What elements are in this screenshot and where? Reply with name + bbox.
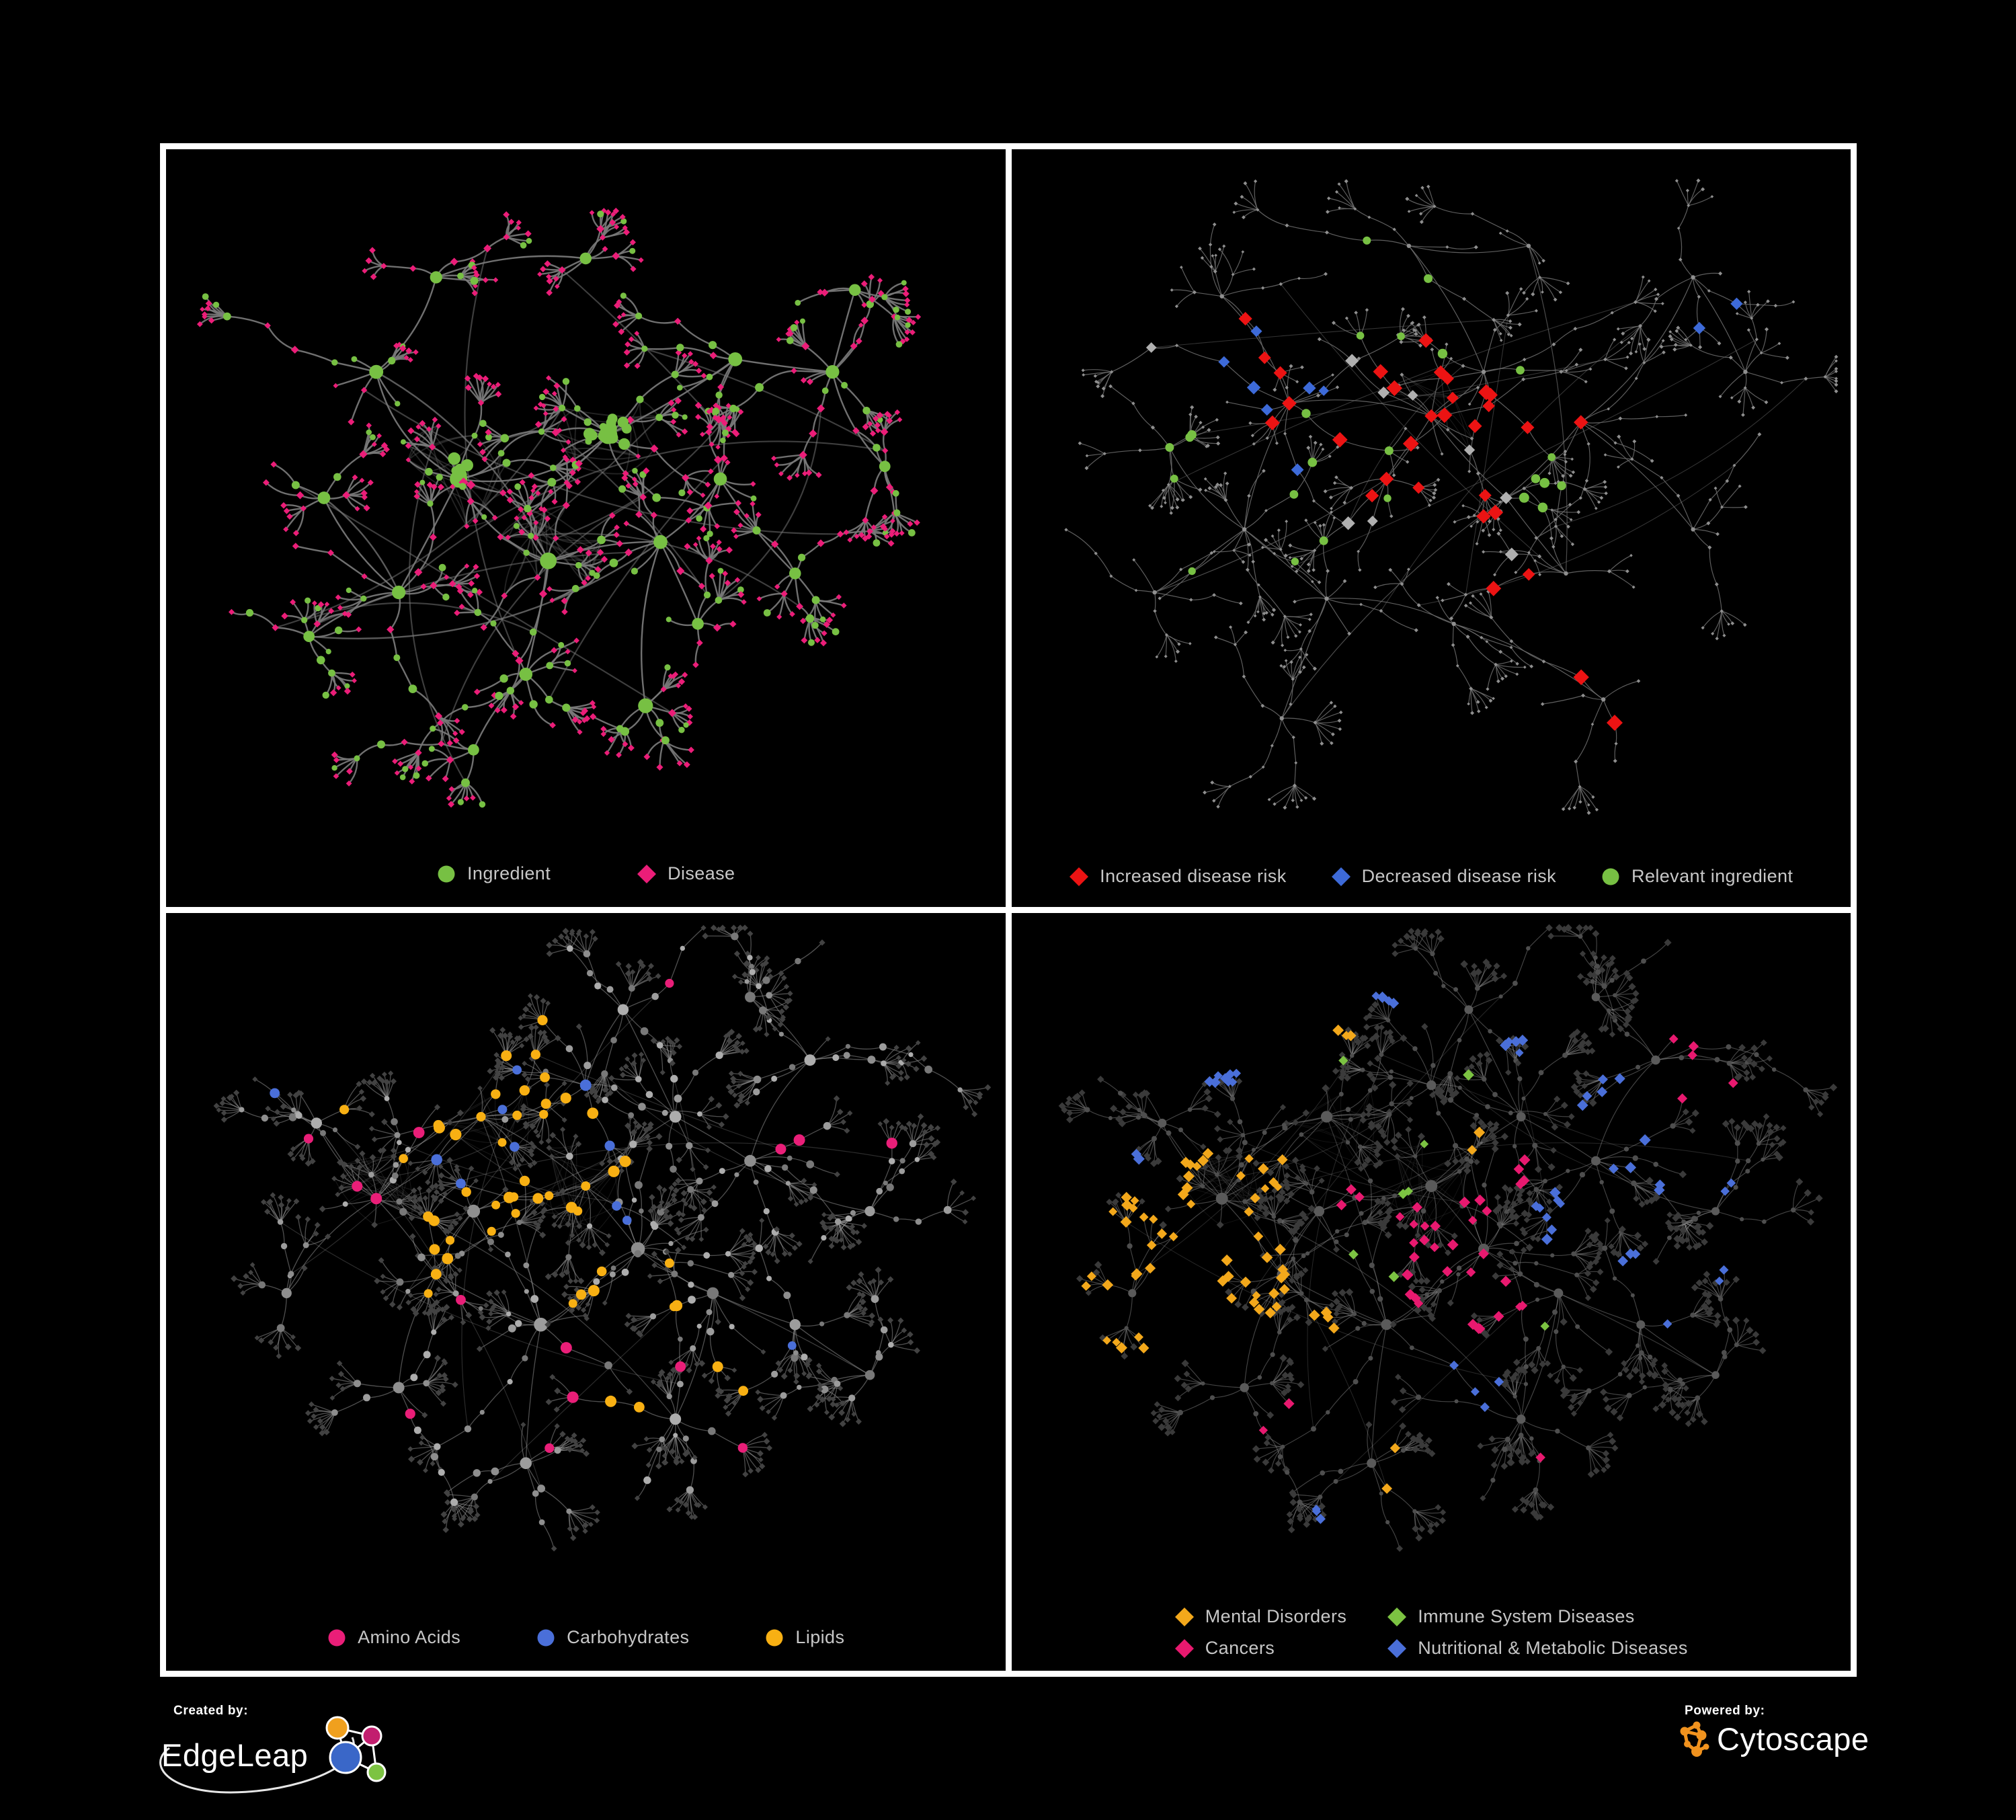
legend-label: Nutritional & Metabolic Diseases — [1418, 1638, 1688, 1658]
legend-label: Cancers — [1205, 1638, 1275, 1658]
diamond-swatch — [1174, 1607, 1194, 1626]
diamond-swatch — [1331, 867, 1350, 886]
legend-item-amino-acids: Amino Acids — [327, 1627, 460, 1648]
legend-label: Amino Acids — [358, 1627, 461, 1647]
legend-item-decreased-disease-risk: Decreased disease risk — [1331, 866, 1556, 887]
diamond-swatch — [1387, 1638, 1407, 1658]
legend-ingredient-classes: Amino Acids Carbohydrates Lipids — [166, 1627, 1006, 1648]
circle-swatch — [1602, 868, 1619, 885]
legend-item-nutritional-metabolic-diseases: Nutritional & Metabolic Diseases — [1387, 1638, 1687, 1659]
legend-label: Mental Disorders — [1205, 1606, 1347, 1626]
ingredient-disease-network-canvas — [196, 207, 922, 808]
legend-ingredient-disease: Ingredient Disease — [166, 863, 1006, 884]
disease-risk-network-canvas — [1063, 178, 1838, 815]
edgeleap-wordmark: EdgeLeap — [161, 1737, 309, 1773]
legend-item-disease: Disease — [637, 863, 735, 884]
legend-item-increased-disease-risk: Increased disease risk — [1069, 866, 1286, 887]
circle-swatch — [328, 1629, 346, 1646]
panel-ingredient-classes: Amino Acids Carbohydrates Lipids — [166, 913, 1006, 1671]
legend-item-lipids: Lipids — [764, 1627, 844, 1648]
legend-label: Relevant ingredient — [1631, 866, 1793, 886]
circle-swatch — [438, 865, 455, 882]
legend-disease-risk: Increased disease risk Decreased disease … — [1012, 866, 1851, 887]
legend-label: Immune System Diseases — [1418, 1606, 1635, 1626]
legend-item-relevant-ingredient: Relevant ingredient — [1601, 866, 1793, 887]
diamond-swatch — [1070, 867, 1089, 886]
powered-by-label: Powered by: — [1685, 1704, 1765, 1718]
panel-ingredient-disease: Ingredient Disease — [166, 149, 1006, 907]
panel-disease-classes: Mental Disorders Immune System Diseases Ca… — [1011, 913, 1851, 1671]
edgeleap-branding: Created by: EdgeLeap — [159, 1704, 444, 1805]
legend-item-carbohydrates: Carbohydrates — [536, 1627, 689, 1648]
disease-class-network-canvas — [1058, 924, 1837, 1552]
circle-swatch — [537, 1629, 555, 1646]
legend-item-cancers: Cancers — [1174, 1638, 1346, 1659]
diamond-swatch — [637, 864, 657, 883]
diamond-swatch — [1174, 1638, 1194, 1658]
diamond-swatch — [1387, 1607, 1407, 1626]
created-by-label: Created by: — [173, 1704, 249, 1718]
cytoscape-logo-icon — [1680, 1721, 1709, 1757]
circle-swatch — [766, 1629, 783, 1646]
legend-label: Carbohydrates — [567, 1627, 690, 1647]
legend-label: Increased disease risk — [1100, 866, 1287, 886]
edgeleap-logo-icon — [325, 1716, 387, 1782]
legend-item-ingredient: Ingredient — [436, 863, 551, 884]
legend-label: Disease — [668, 863, 735, 883]
legend-label: Decreased disease risk — [1361, 866, 1557, 886]
cytoscape-branding: Powered by: — [1678, 1704, 1880, 1791]
four-panel-board: Ingredient Disease Increased disease risk… — [160, 143, 1857, 1677]
legend-label: Ingredient — [467, 863, 551, 883]
legend-disease-classes: Mental Disorders Immune System Diseases Ca… — [1012, 1606, 1851, 1659]
cytoscape-wordmark: Cytoscape — [1717, 1720, 1869, 1757]
legend-item-immune-system-diseases: Immune System Diseases — [1387, 1606, 1687, 1627]
legend-item-mental-disorders: Mental Disorders — [1174, 1606, 1346, 1627]
panel-disease-risk: Increased disease risk Decreased disease … — [1011, 149, 1851, 907]
legend-label: Lipids — [795, 1627, 845, 1647]
ingredient-class-network-canvas — [213, 924, 992, 1552]
